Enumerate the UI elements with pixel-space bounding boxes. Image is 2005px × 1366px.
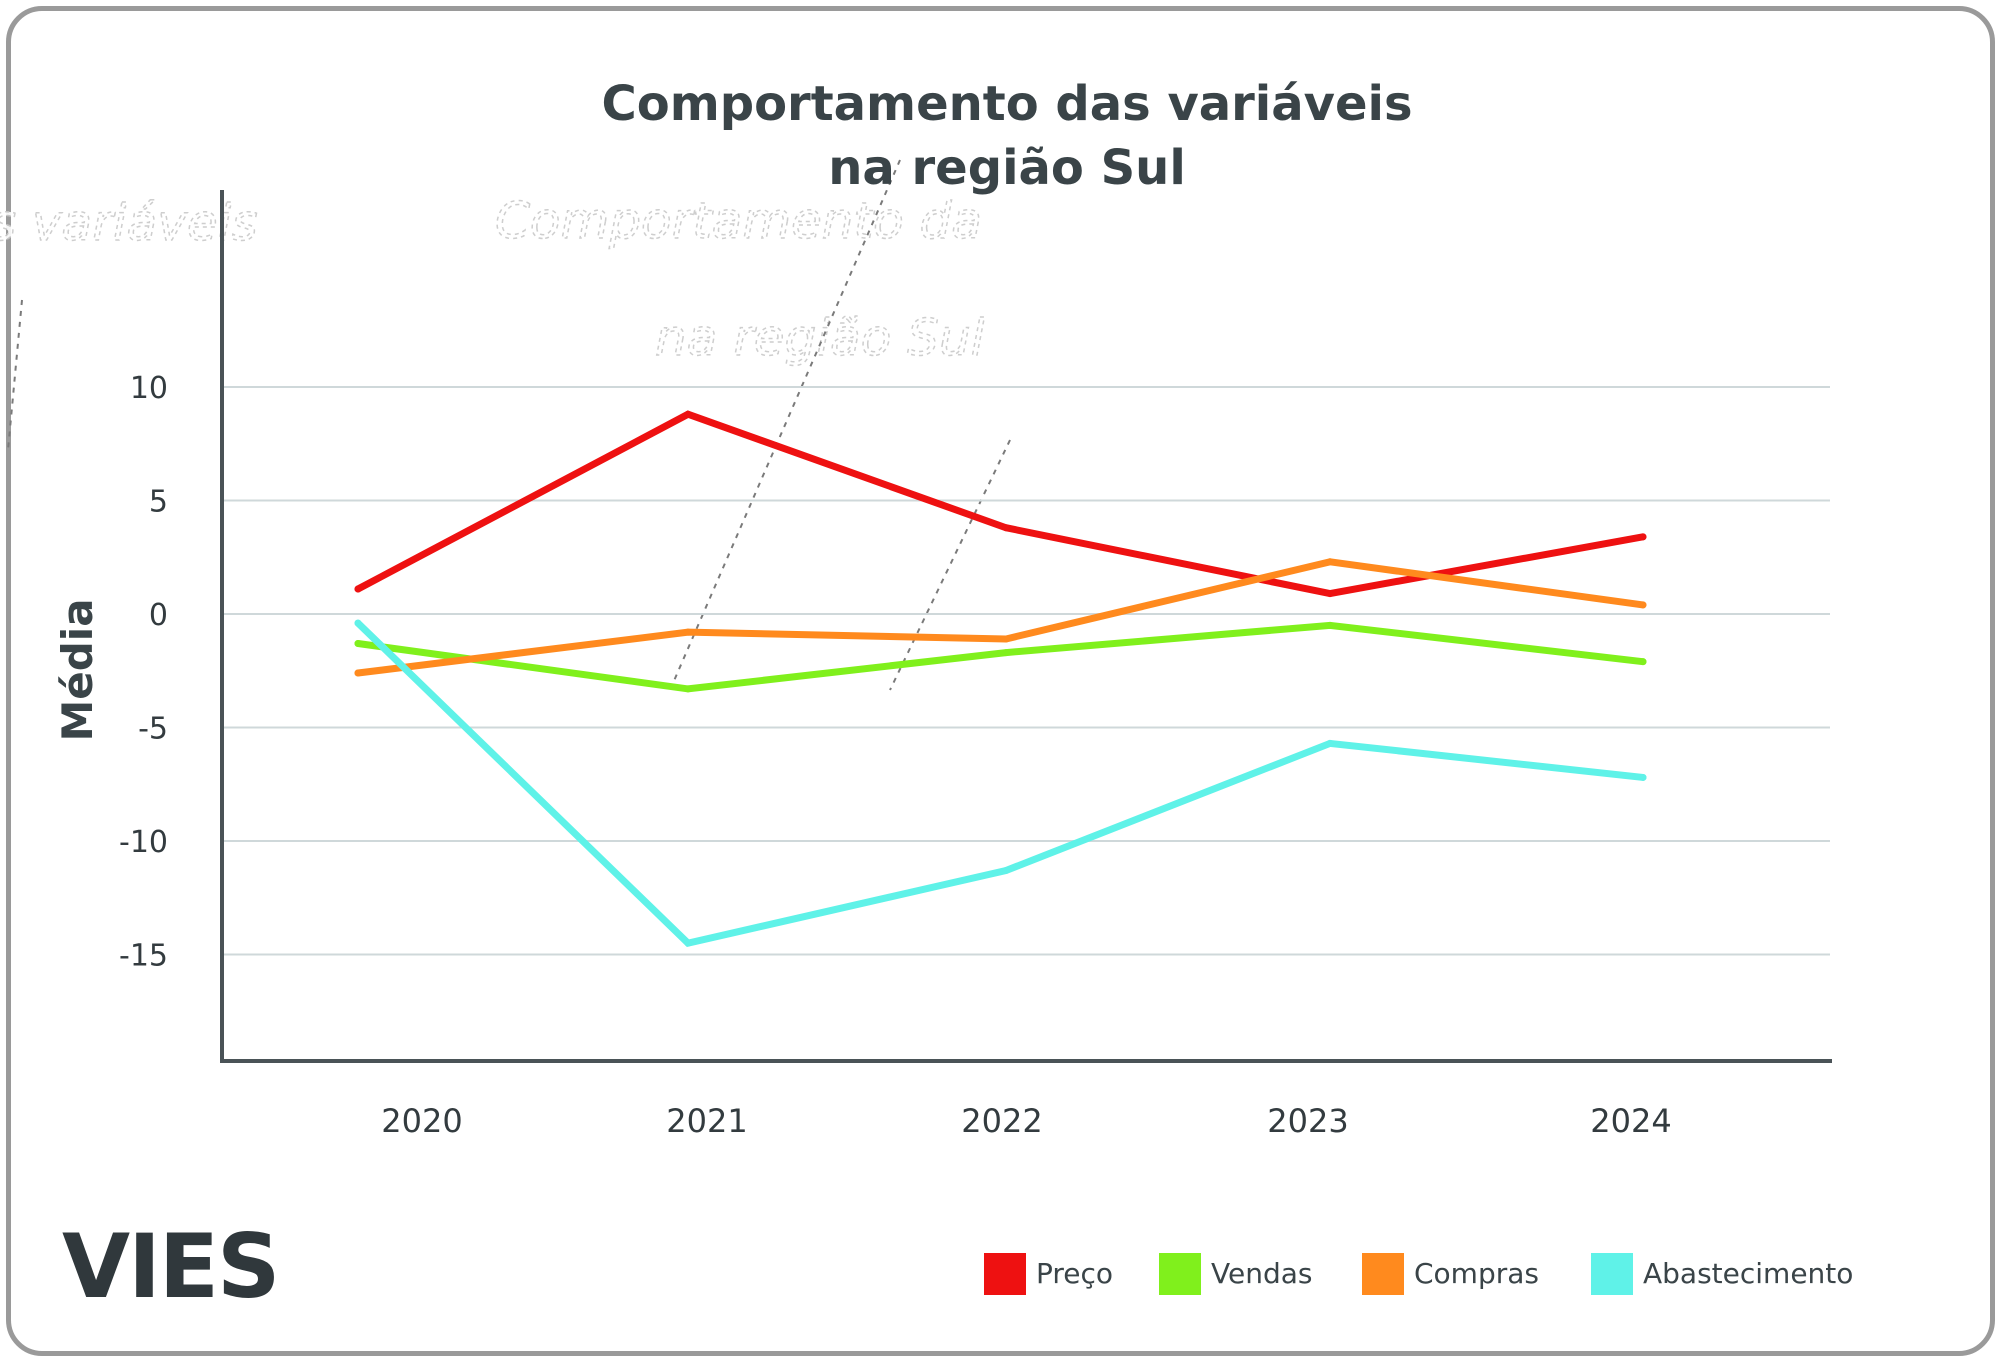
- x-tick-label: 2024: [1590, 1102, 1671, 1140]
- data-point: [1639, 658, 1647, 666]
- legend-item: Vendas: [1159, 1253, 1312, 1295]
- x-tick-label: 2020: [381, 1102, 462, 1140]
- axes: [220, 190, 1832, 1063]
- data-point: [1002, 649, 1010, 657]
- y-tick-label: -10: [119, 825, 168, 860]
- y-tick-labels: 10 5 0 -5 -10 -15: [119, 371, 168, 974]
- legend-label: Compras: [1414, 1257, 1539, 1290]
- data-point: [1639, 601, 1647, 609]
- data-point: [684, 939, 692, 947]
- x-tick-labels: 2020 2021 2022 2023 2024: [381, 1102, 1671, 1140]
- gridlines: [222, 386, 1830, 956]
- legend-item: Abastecimento: [1591, 1253, 1853, 1295]
- series-line-preço: [354, 410, 1647, 598]
- legend-swatch: [984, 1253, 1026, 1295]
- y-tick-label: -15: [119, 939, 168, 974]
- chart-card: [6, 6, 1995, 1356]
- chart-title-line-1: Comportamento das variáveis: [601, 76, 1412, 132]
- data-point: [684, 410, 692, 418]
- data-point: [354, 669, 362, 677]
- series-lines: [354, 410, 1647, 947]
- data-point: [1326, 590, 1334, 598]
- ghost-artifacts: s variáveis Comportamento da na região S…: [0, 159, 1011, 691]
- ghost-text-mid-1: Comportamento da: [495, 192, 982, 250]
- data-point: [354, 619, 362, 627]
- data-point: [1002, 524, 1010, 532]
- legend-swatch: [1362, 1253, 1404, 1295]
- data-point: [1326, 558, 1334, 566]
- data-point: [684, 628, 692, 636]
- data-point: [354, 640, 362, 648]
- data-point: [1326, 739, 1334, 747]
- ghost-dotted-line: [669, 159, 901, 691]
- data-point: [1639, 533, 1647, 541]
- ghost-dotted-line: [889, 439, 1011, 691]
- legend-label: Abastecimento: [1643, 1257, 1853, 1290]
- data-point: [1639, 773, 1647, 781]
- x-tick-label: 2023: [1267, 1102, 1348, 1140]
- legend-item: Compras: [1362, 1253, 1539, 1295]
- ghost-dotted-line: [7, 299, 23, 451]
- ghost-text-mid-2: na região Sul: [655, 309, 985, 367]
- data-point: [1002, 867, 1010, 875]
- y-tick-label: 5: [149, 485, 168, 520]
- x-tick-label: 2021: [666, 1102, 747, 1140]
- ghost-text-left: s variáveis: [0, 194, 258, 252]
- legend-label: Preço: [1036, 1257, 1113, 1290]
- data-point: [684, 685, 692, 693]
- data-point: [354, 585, 362, 593]
- y-tick-label: -5: [138, 712, 168, 747]
- vies-logo: VIES: [62, 1215, 278, 1318]
- series-line-vendas: [354, 621, 1647, 693]
- y-axis-label: Média: [53, 598, 102, 741]
- legend-item: Preço: [984, 1253, 1113, 1295]
- data-point: [1326, 621, 1334, 629]
- y-tick-label: 0: [149, 598, 168, 633]
- data-point: [1002, 635, 1010, 643]
- legend-swatch: [1159, 1253, 1201, 1295]
- y-tick-label: 10: [130, 371, 168, 406]
- x-tick-label: 2022: [961, 1102, 1042, 1140]
- legend-swatch: [1591, 1253, 1633, 1295]
- legend: Preço Vendas Compras Abastecimento: [984, 1253, 1853, 1295]
- chart-title-line-2: na região Sul: [828, 140, 1186, 196]
- legend-label: Vendas: [1211, 1257, 1312, 1290]
